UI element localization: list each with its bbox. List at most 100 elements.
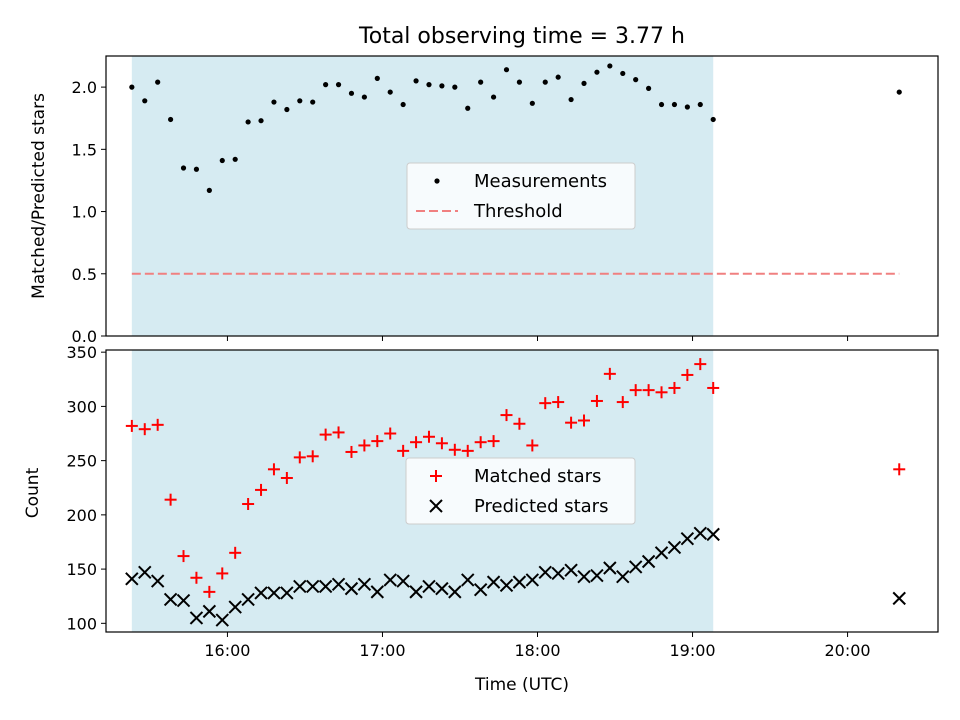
measurement-point xyxy=(297,98,303,104)
matched-stars-point xyxy=(461,444,474,457)
predicted-stars-point xyxy=(344,581,359,596)
predicted-stars-point xyxy=(461,573,475,587)
matched-stars-point xyxy=(203,585,216,598)
matched-stars-point xyxy=(616,396,629,409)
legend-matched-label: Matched stars xyxy=(474,466,601,487)
x-tick-label: 19:00 xyxy=(669,641,715,660)
matched-stars-point xyxy=(345,445,358,458)
count-y-tick-label: 250 xyxy=(66,452,97,471)
predicted-stars-point xyxy=(228,600,242,614)
measurement-point xyxy=(155,79,161,85)
predicted-stars-point xyxy=(473,582,488,597)
count-y-tick-label: 200 xyxy=(66,506,97,525)
matched-stars-point xyxy=(242,498,255,511)
measurement-point xyxy=(452,84,458,90)
matched-stars-point xyxy=(164,493,177,506)
measurement-point xyxy=(646,85,652,91)
predicted-stars-point xyxy=(486,575,501,589)
predicted-stars-point xyxy=(892,591,906,606)
matched-stars-point xyxy=(267,463,280,476)
matched-stars-point xyxy=(513,417,526,430)
predicted-stars-point xyxy=(267,586,281,600)
x-tick-label: 20:00 xyxy=(825,641,871,660)
matched-stars-point xyxy=(487,435,500,448)
measurement-point xyxy=(167,116,174,123)
predicted-stars-point xyxy=(499,578,514,593)
matched-stars-point xyxy=(293,451,306,464)
predicted-stars-point xyxy=(370,585,385,599)
measurement-point xyxy=(400,101,406,108)
measurement-point xyxy=(374,75,380,81)
predicted-stars-point xyxy=(577,569,591,584)
predicted-stars-point xyxy=(551,566,565,581)
measurement-point xyxy=(658,101,665,108)
matched-stars-point xyxy=(707,381,720,394)
ratio-legend-box xyxy=(406,162,636,230)
x-tick-label: 17:00 xyxy=(359,641,405,660)
measurement-point xyxy=(671,101,678,108)
predicted-stars-point xyxy=(667,540,682,555)
measurement-point xyxy=(542,79,548,85)
measurement-point xyxy=(219,157,225,164)
matched-stars-point xyxy=(151,418,164,431)
predicted-stars-point xyxy=(525,573,540,587)
predicted-stars-point xyxy=(680,532,695,546)
predicted-stars-point xyxy=(706,527,720,542)
chart-title: Total observing time = 3.77 h xyxy=(358,24,685,49)
legend-predicted-marker xyxy=(429,499,443,513)
matched-stars-point xyxy=(371,435,384,448)
matched-stars-point xyxy=(694,358,707,371)
predicted-stars-point xyxy=(564,563,578,577)
ratio-y-tick-label: 0.0 xyxy=(72,327,97,346)
predicted-stars-point xyxy=(538,565,552,580)
matched-stars-point xyxy=(358,439,371,452)
measurement-point xyxy=(387,89,393,95)
predicted-stars-point xyxy=(435,581,449,596)
ratio-legend: Measurements Threshold xyxy=(406,162,636,230)
measurement-point xyxy=(129,84,135,90)
predicted-stars-point xyxy=(590,568,604,583)
count-legend-box xyxy=(405,457,636,525)
predicted-stars-point xyxy=(241,592,255,607)
count-panel-frame xyxy=(105,349,939,633)
legend-threshold-label: Threshold xyxy=(473,201,563,222)
measurement-point xyxy=(193,166,200,172)
matched-stars-point xyxy=(655,386,668,399)
predicted-stars-point xyxy=(628,560,643,574)
measurement-point xyxy=(633,77,639,83)
x-tick-label: 16:00 xyxy=(204,641,250,660)
predicted-stars-point xyxy=(616,569,630,584)
matched-stars-point xyxy=(422,430,435,443)
predicted-stars-point xyxy=(125,572,139,586)
matched-stars-point xyxy=(552,396,565,409)
count-y-axis-label: Count xyxy=(23,467,43,518)
ratio-panel: 0.0 0.5 1.0 1.5 2.0 Total observing time = 3… xyxy=(29,24,939,346)
legend-predicted-label: Predicted stars xyxy=(474,496,608,517)
ratio-y-tick-label: 2.0 xyxy=(72,78,97,97)
predicted-stars-point xyxy=(654,546,669,560)
measurement-point xyxy=(284,106,290,113)
measurement-point xyxy=(710,116,716,123)
matched-stars-point xyxy=(138,423,151,436)
predicted-stars-point xyxy=(189,611,204,625)
matched-stars-point xyxy=(216,567,229,580)
ratio-y-axis-label: Matched/Predicted stars xyxy=(29,93,49,299)
predicted-stars-point xyxy=(331,577,346,591)
predicted-stars-point xyxy=(318,579,333,594)
measurement-point xyxy=(594,69,600,75)
matched-stars-point xyxy=(539,397,552,410)
predicted-stars-point xyxy=(150,574,165,588)
matched-stars-point xyxy=(500,409,513,422)
measurement-point xyxy=(361,94,367,100)
count-y-tick-label: 150 xyxy=(66,560,97,579)
predicted-stars-point xyxy=(215,613,229,627)
matched-stars-point xyxy=(319,428,332,441)
measurement-point xyxy=(478,79,484,85)
predicted-stars-point xyxy=(357,577,372,591)
measurement-point xyxy=(413,78,419,84)
measurement-point xyxy=(348,90,355,96)
matched-stars-point xyxy=(668,381,681,394)
ratio-y-tick-label: 0.5 xyxy=(72,265,97,284)
count-y-tick-label: 100 xyxy=(66,614,97,633)
predicted-stars-point xyxy=(280,586,294,600)
